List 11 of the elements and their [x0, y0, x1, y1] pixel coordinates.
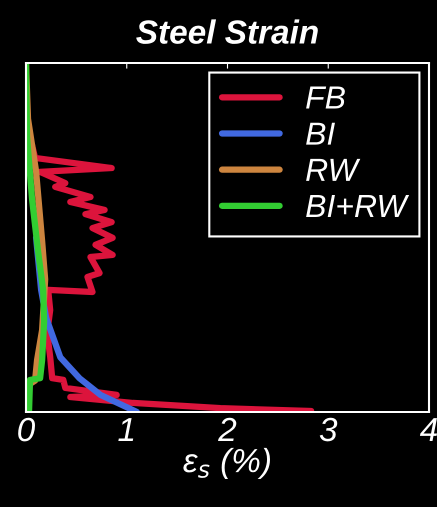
- legend-label: RW: [306, 158, 360, 181]
- x-tick-label: 4: [420, 418, 437, 442]
- x-axis-title: ε$_{s}$ (%): [183, 448, 270, 479]
- x-tick-label: 0: [18, 418, 35, 442]
- x-tick-label: 3: [320, 418, 338, 442]
- legend-label: BI+RW: [306, 195, 410, 218]
- legend-label: FB: [306, 86, 345, 109]
- x-tick-label: 2: [218, 418, 236, 442]
- legend-label: BI: [306, 122, 335, 145]
- chart-title: Steel Strain: [136, 19, 318, 44]
- x-tick-label: 1: [118, 418, 134, 442]
